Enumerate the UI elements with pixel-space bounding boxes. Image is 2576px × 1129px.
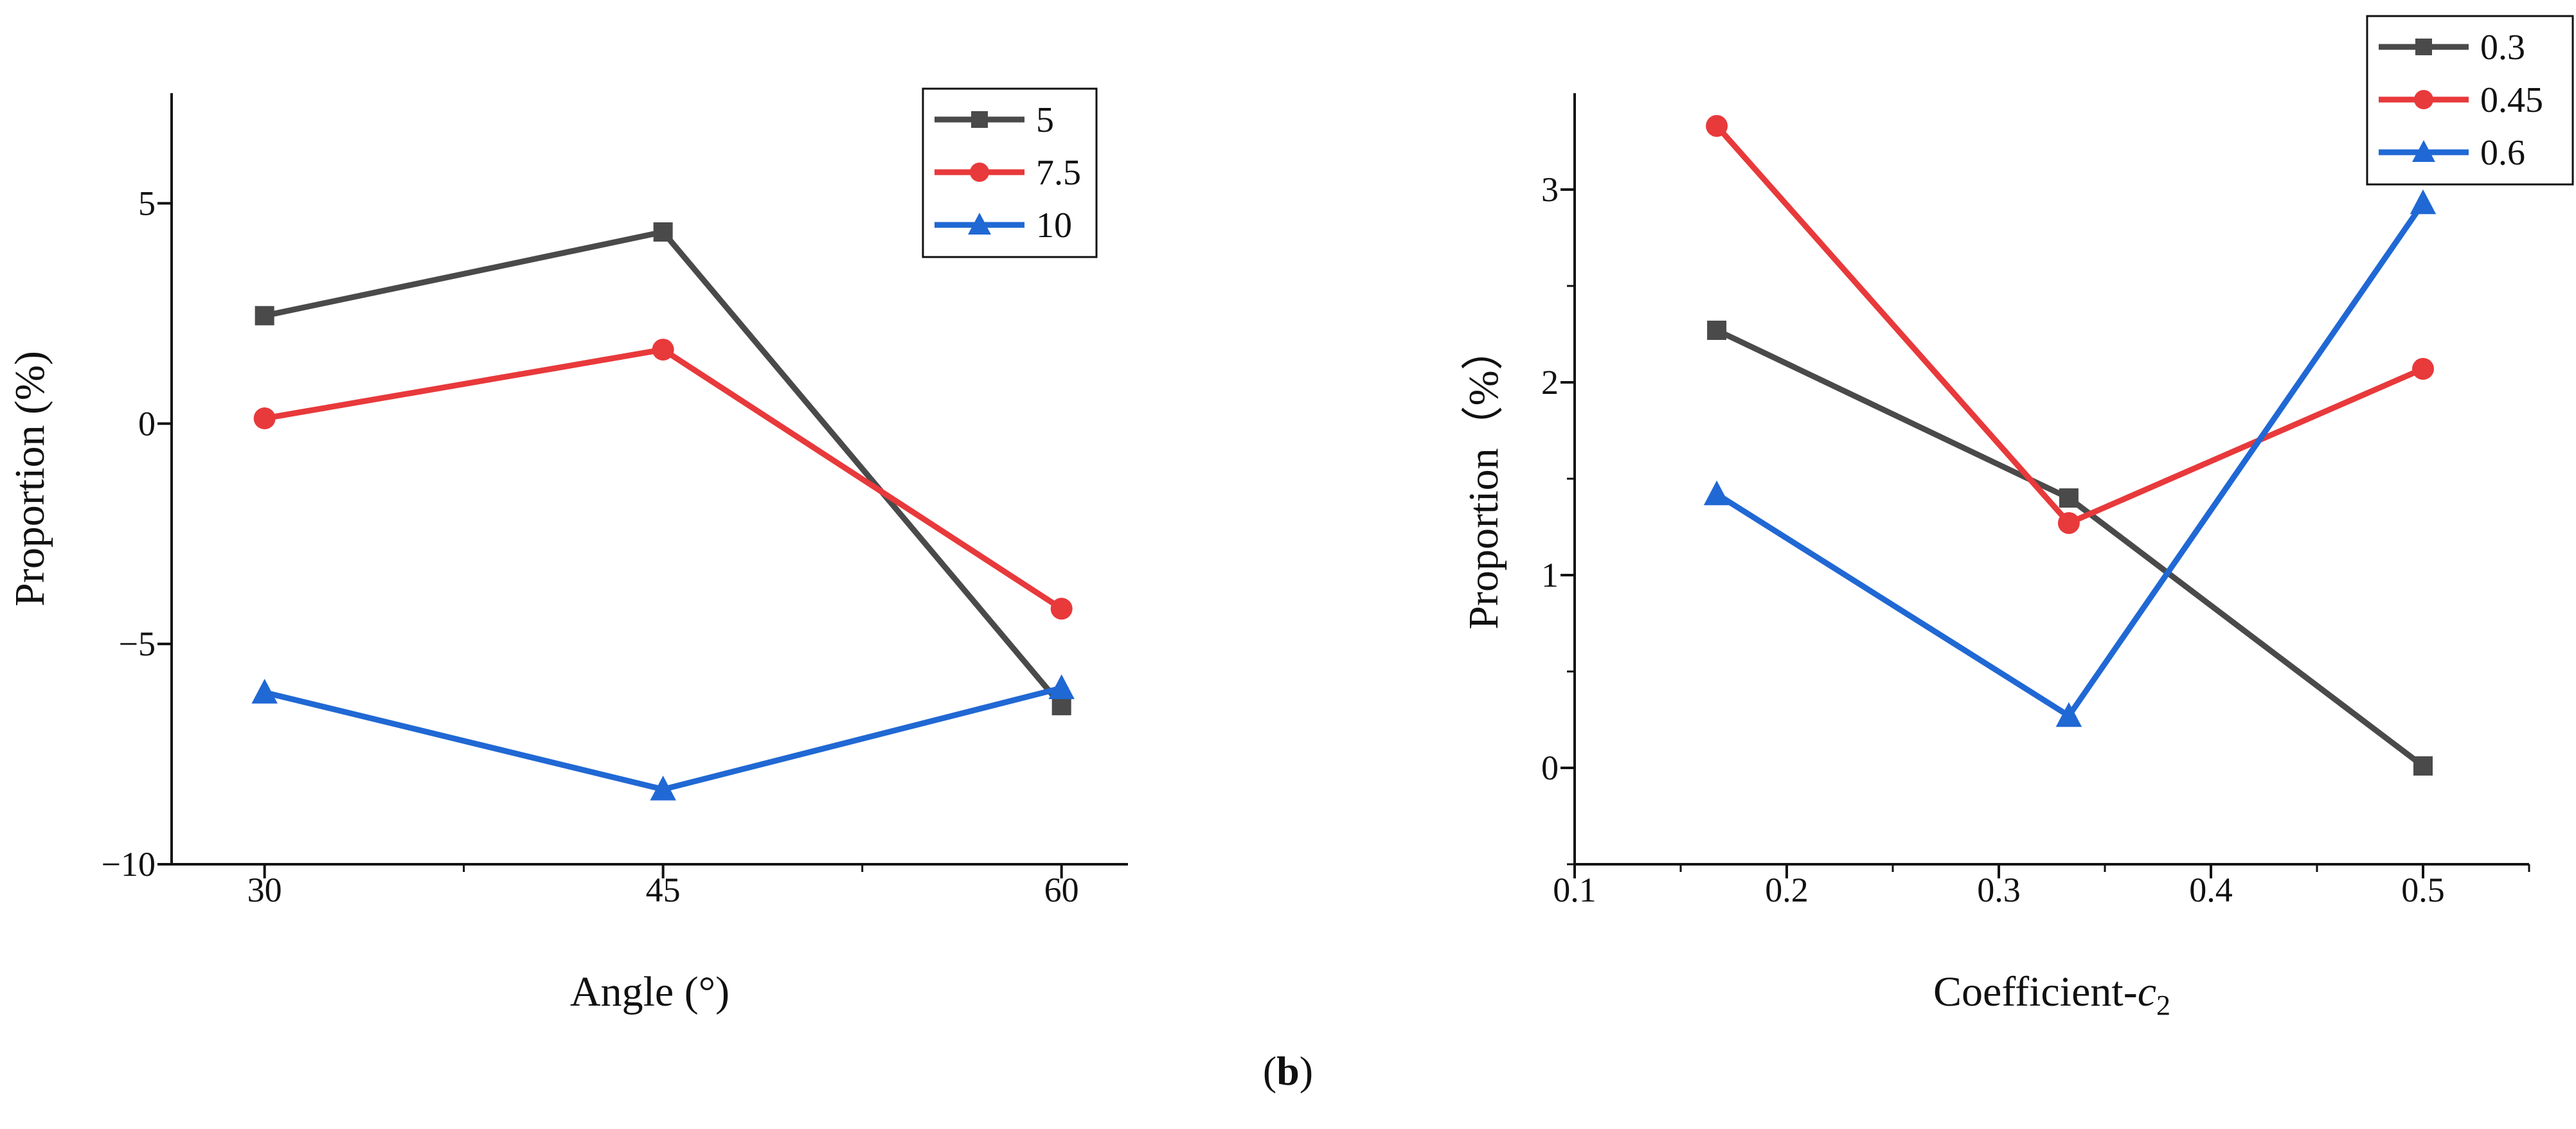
series-0.3 [1707,321,2433,776]
chart-2: 0 1 2 3 0.1 0.2 0.3 0.4 0.5 Coefficient-c2 Proport… [1460,15,2574,1021]
series-line [264,346,1064,612]
marker-triangle [650,776,676,801]
series-10 [251,674,1075,801]
marker-square [2059,488,2079,508]
y-axis-label: Proportion (%) [6,351,53,607]
series-7.5 [253,339,1073,620]
y-tick-label: 5 [138,184,156,222]
legend: 0.3 0.45 0.6 [2366,15,2574,186]
legend-label: 0.3 [2480,28,2525,67]
marker-triangle [968,213,991,235]
x-tick-label: 60 [1044,871,1079,909]
chart-1: −10 −5 0 5 30 45 60 Angle (°) Proportion (%) 5 7.5… [6,87,1128,1015]
series-0.6 [1703,189,2437,727]
legend-label: 10 [1036,206,1072,245]
marker-triangle [2410,189,2437,215]
marker-triangle [251,679,278,704]
x-axis-label: Coefficient-c2 [1933,968,2170,1021]
marker-triangle [2055,702,2082,727]
marker-circle [1706,115,1728,137]
marker-square [1707,321,1727,340]
legend-label: 0.45 [2480,80,2543,120]
panel-caption: (b) [1262,1048,1314,1094]
series-line [1715,201,2426,719]
series-line [1714,124,2424,526]
x-axis-label-var: c [2138,968,2156,1015]
marker-triangle [1703,480,1730,506]
marker-circle [970,163,989,182]
x-tick-label: 0.2 [1765,871,1809,909]
series-line [1715,327,2425,769]
x-tick-label: 0.5 [2401,871,2445,909]
legend-label: 5 [1036,100,1054,140]
series-line [264,229,1064,708]
x-tick-label: 0.4 [2189,871,2233,909]
marker-square [2413,756,2433,776]
marker-square [2415,39,2432,55]
y-tick-label: −5 [119,625,156,663]
y-tick-label: 3 [1541,170,1559,209]
series-line [264,685,1062,792]
marker-square [1051,696,1071,716]
y-tick-label: 2 [1541,363,1559,402]
x-axis-label: Angle (°) [570,968,729,1015]
marker-triangle [2412,140,2435,162]
legend-label: 7.5 [1036,153,1081,193]
x-tick-label: 0.1 [1553,871,1597,909]
x-tick-label: 30 [247,871,282,909]
marker-circle [2057,512,2080,534]
marker-circle [253,407,276,430]
marker-square [653,222,673,242]
series-5 [255,222,1071,716]
y-tick-label: 1 [1541,556,1559,594]
x-tick-label: 0.3 [1977,871,2021,909]
marker-triangle [1048,674,1075,699]
marker-square [971,111,988,128]
marker-circle [1050,598,1073,620]
panel-caption-letter: b [1276,1048,1300,1094]
y-tick-label: −10 [102,845,156,884]
marker-circle [652,339,674,361]
marker-square [255,306,274,326]
legend-label: 0.6 [2480,133,2525,173]
y-tick-label: 0 [138,404,156,443]
y-axis-label: Proportion（%） [1460,328,1507,629]
x-tick-label: 45 [646,871,681,909]
series-0.45 [1706,115,2434,534]
marker-circle [2414,90,2433,109]
x-axis-label-sub: 2 [2156,990,2170,1021]
legend: 5 7.5 10 [922,87,1098,258]
marker-circle [2412,358,2434,380]
y-tick-label: 0 [1541,749,1559,787]
